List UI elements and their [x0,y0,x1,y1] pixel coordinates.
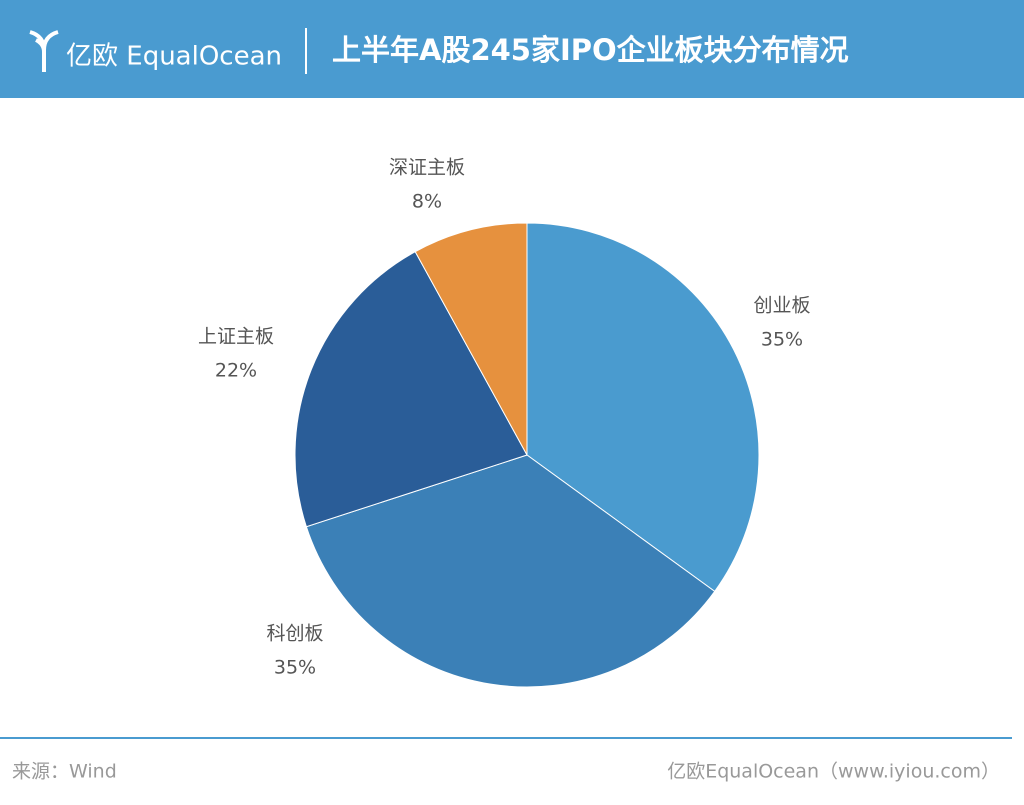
pie-slice [414,222,528,456]
credit: 亿欧EqualOcean（www.iyiou.com） [667,761,1000,783]
pie-slice [294,251,528,528]
header-band [0,0,1024,98]
slice-label: 深证主板 [389,157,465,179]
chart-title: 上半年A股245家IPO企业板块分布情况 [332,33,849,67]
slice-label: 科创板 [266,623,323,645]
pie-slice [305,454,716,688]
slice-value-label: 22% [215,360,257,382]
logo-icon [29,30,59,72]
slice-label: 创业板 [753,295,810,317]
logo-text: 亿欧 EqualOcean [66,42,282,72]
source: 来源：Wind [12,761,117,783]
slice-value-label: 8% [412,191,442,213]
pie-slice [526,222,760,593]
slice-value-label: 35% [761,329,803,351]
slice-label: 上证主板 [198,326,274,348]
slice-value-label: 35% [274,657,316,679]
